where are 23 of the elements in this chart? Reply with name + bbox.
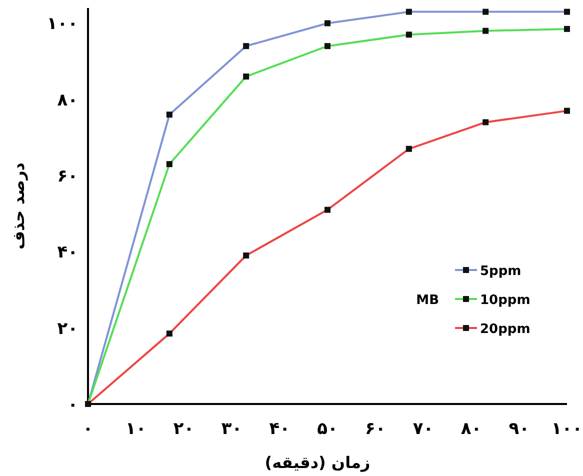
legend-label: 5ppm bbox=[480, 264, 522, 279]
x-tick-label: ۰ bbox=[82, 419, 94, 439]
x-tick-label: ۱۰۰ bbox=[551, 419, 583, 439]
legend-title: MB bbox=[416, 293, 439, 308]
x-axis-title: زمان (دقیقه) bbox=[264, 453, 370, 472]
x-tick-label: ۸۰ bbox=[460, 419, 482, 439]
x-tick-label: ۳۰ bbox=[221, 419, 242, 439]
y-axis-title: درصد حذف bbox=[9, 162, 28, 250]
legend-label: 20ppm bbox=[480, 322, 530, 337]
y-tick-label: ۱۰۰ bbox=[46, 14, 78, 34]
y-tick-label: ۴۰ bbox=[57, 242, 78, 263]
x-tick-label: ۴۰ bbox=[269, 419, 290, 439]
x-tick-label: ۷۰ bbox=[412, 419, 434, 439]
x-tick-label: ۹۰ bbox=[508, 419, 530, 439]
x-tick-label: ۶۰ bbox=[365, 419, 386, 439]
y-tick-label: ۲۰ bbox=[57, 318, 78, 339]
y-tick-label: ۶۰ bbox=[57, 166, 78, 187]
x-tick-label: ۵۰ bbox=[317, 419, 338, 439]
y-tick-label: ۸۰ bbox=[57, 90, 78, 110]
x-tick-label: ۲۰ bbox=[173, 419, 194, 439]
x-tick-label: ۱۰ bbox=[126, 419, 146, 439]
y-tick-label: ۰ bbox=[68, 395, 78, 415]
legend-label: 10ppm bbox=[480, 293, 530, 308]
